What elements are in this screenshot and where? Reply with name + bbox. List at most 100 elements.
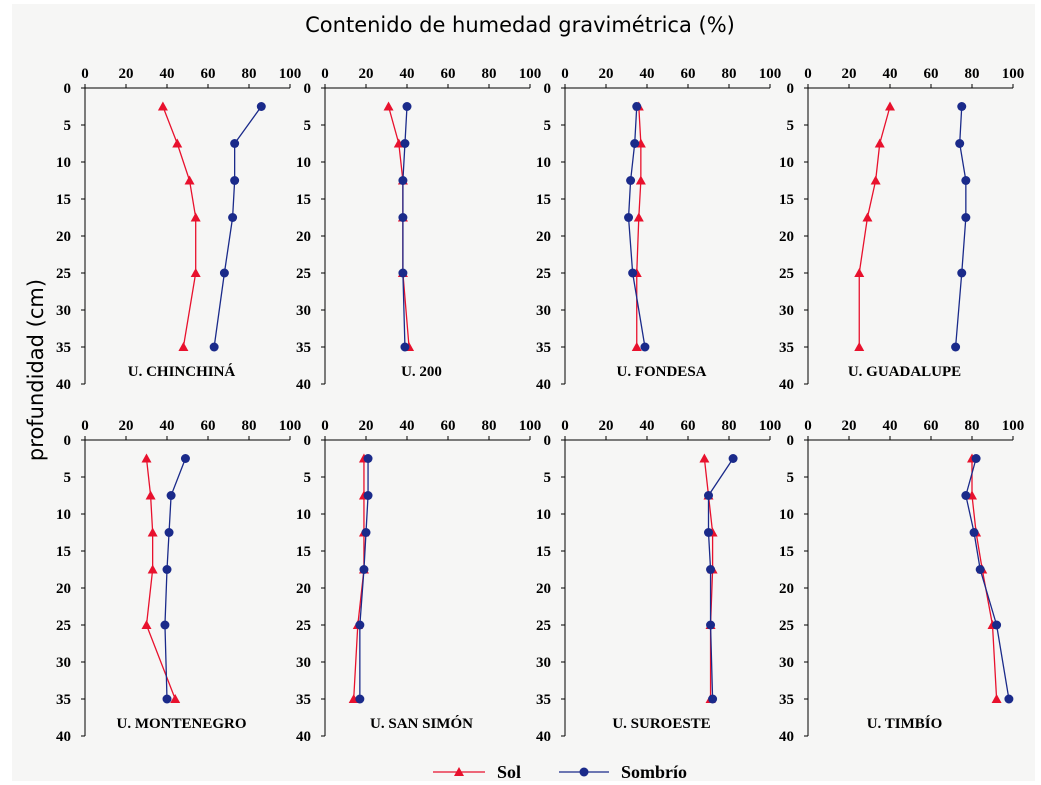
y-tick-label: 15 (779, 544, 794, 560)
data-point-sombrio (363, 454, 373, 463)
series-line-sombrio (707, 458, 734, 700)
data-point-sombrio (400, 139, 410, 148)
data-point-sombrio (728, 454, 738, 463)
y-tick-label: 5 (544, 118, 552, 134)
data-point-sombrio (209, 342, 219, 352)
y-tick-label: 25 (779, 618, 794, 634)
y-tick-label: 20 (296, 581, 311, 597)
y-tick-label: 5 (304, 470, 312, 486)
series-line-sombrio (359, 458, 369, 699)
data-point-sombrio (975, 565, 985, 574)
data-point-sombrio (162, 565, 172, 574)
panel-title: U. SUROESTE (612, 716, 710, 732)
y-tick-label: 40 (296, 729, 311, 745)
y-tick-label: 30 (296, 655, 311, 671)
x-tick-label: 100 (1002, 418, 1025, 434)
data-point-sol (633, 212, 644, 222)
x-tick-label: 40 (160, 66, 175, 82)
y-tick-label: 0 (64, 433, 72, 449)
x-tick-label: 40 (400, 418, 415, 434)
y-tick-label: 25 (296, 618, 311, 634)
panel-title: U. GUADALUPE (848, 364, 961, 380)
legend-label-sol: Sol (497, 762, 521, 782)
x-tick-label: 100 (519, 66, 542, 82)
x-tick-label: 80 (482, 418, 497, 434)
y-tick-label: 30 (56, 655, 71, 671)
panel-title: U. MONTENEGRO (116, 716, 246, 732)
x-tick-label: 0 (81, 66, 89, 82)
y-tick-label: 30 (779, 303, 794, 319)
data-point-sombrio (628, 268, 638, 278)
x-tick-label: 0 (561, 418, 569, 434)
x-tick-label: 40 (883, 418, 898, 434)
data-point-sombrio (969, 528, 979, 537)
data-point-sombrio (162, 694, 172, 704)
y-tick-label: 35 (296, 692, 311, 708)
data-point-sol (635, 175, 646, 185)
x-tick-label: 20 (119, 418, 134, 434)
panel-title: U. TIMBÍO (867, 715, 943, 732)
y-tick-label: 0 (304, 433, 312, 449)
series-line-sombrio (164, 458, 187, 700)
data-point-sol (157, 101, 168, 111)
y-tick-label: 25 (296, 266, 311, 282)
y-tick-label: 5 (787, 118, 795, 134)
series-line-sombrio (965, 458, 1010, 700)
panel-u-montenegro: 0 20 40 60 80 100 0 5 10 15 20 25 30 35 40 U. MONTENEGR… (56, 418, 301, 745)
data-point-sombrio (1004, 694, 1014, 704)
data-point-sol (699, 453, 710, 463)
x-tick-label: 100 (759, 418, 782, 434)
x-tick-label: 100 (1002, 66, 1025, 82)
x-tick-label: 60 (201, 66, 216, 82)
panel-u-200: 0 20 40 60 80 100 0 5 10 15 20 25 30 35 40 U. 200 (296, 66, 541, 393)
y-tick-label: 15 (56, 192, 71, 208)
series-line-sombrio (213, 106, 262, 348)
data-point-sombrio (957, 268, 967, 278)
data-point-sombrio (708, 694, 718, 704)
y-tick-label: 35 (536, 692, 551, 708)
data-point-sol (854, 268, 865, 277)
y-tick-label: 35 (779, 692, 794, 708)
data-point-sombrio (398, 176, 408, 185)
y-tick-label: 0 (64, 81, 72, 97)
y-tick-label: 20 (56, 229, 71, 245)
y-tick-label: 35 (296, 340, 311, 356)
data-point-sol (178, 342, 189, 351)
series-line-sombrio (627, 106, 646, 348)
panel-title: U. CHINCHINÁ (128, 363, 236, 380)
data-point-sombrio (228, 213, 238, 222)
x-tick-label: 60 (441, 418, 456, 434)
data-point-sombrio (704, 491, 713, 500)
x-tick-label: 40 (640, 418, 655, 434)
data-point-sol (184, 175, 195, 185)
y-tick-label: 25 (56, 618, 71, 634)
chart-panel-area (12, 4, 1035, 781)
legend: Sol Sombrío (433, 762, 687, 782)
y-tick-label: 40 (779, 729, 794, 745)
panel-u-timbio: 0 20 40 60 80 100 0 5 10 15 20 25 30 35 40 U. TIMBÍO (779, 418, 1024, 745)
y-tick-label: 25 (56, 266, 71, 282)
data-point-sombrio (398, 213, 408, 222)
data-point-sombrio (230, 139, 240, 148)
series-line-sol (971, 458, 998, 700)
panel-u-suroeste: 0 20 40 60 80 100 0 5 10 15 20 25 30 35 40 U. SUROESTE (536, 418, 781, 745)
x-tick-label: 20 (599, 66, 614, 82)
y-tick-label: 0 (787, 433, 795, 449)
y-tick-label: 10 (56, 155, 71, 171)
data-point-sombrio (160, 620, 170, 630)
panel-title: U. 200 (401, 364, 442, 380)
data-point-sol (172, 138, 183, 148)
x-tick-label: 0 (804, 66, 812, 82)
y-tick-label: 30 (56, 303, 71, 319)
data-point-sol (141, 620, 152, 629)
data-point-sombrio (961, 213, 971, 222)
y-tick-label: 15 (56, 544, 71, 560)
y-tick-label: 30 (536, 303, 551, 319)
x-tick-label: 60 (924, 418, 939, 434)
y-tick-label: 10 (296, 155, 311, 171)
x-tick-label: 0 (321, 66, 329, 82)
data-point-sombrio (640, 342, 650, 352)
data-point-sol (854, 342, 865, 351)
panel-u-guadalupe: 0 20 40 60 80 100 0 5 10 15 20 25 30 35 40 U. GUADALUPE (779, 66, 1024, 393)
y-tick-label: 10 (779, 507, 794, 523)
